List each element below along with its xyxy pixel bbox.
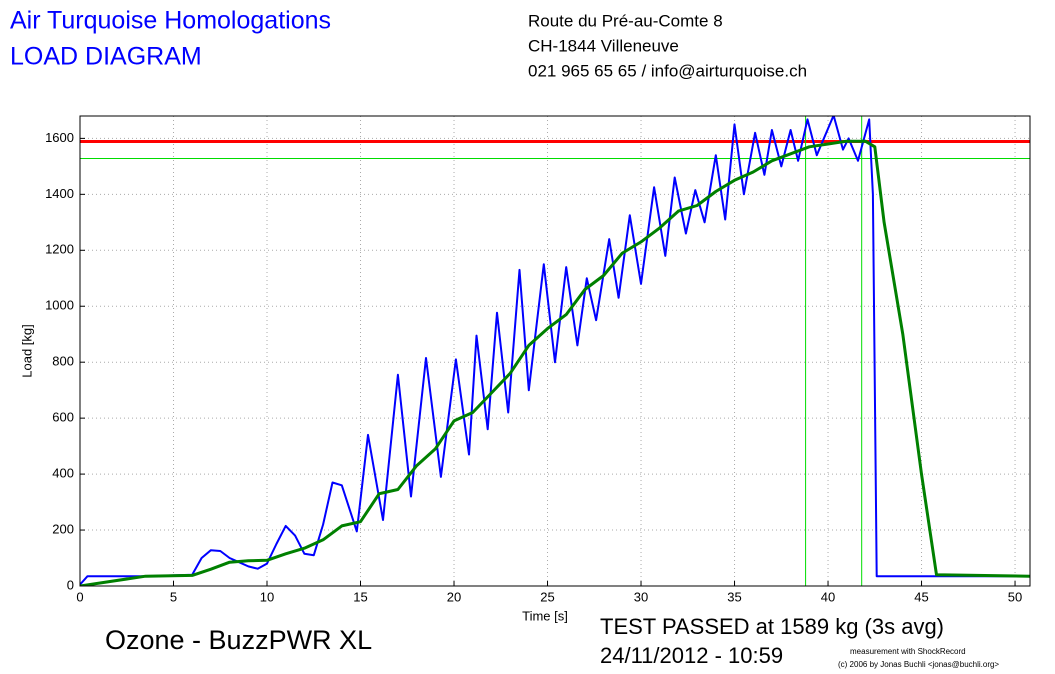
x-axis-label: Time [s] — [522, 608, 568, 623]
x-tick-label: 0 — [76, 589, 83, 604]
x-tick-label: 20 — [447, 589, 461, 604]
data-line — [80, 116, 1030, 586]
address-line: CH-1844 Villeneuve — [528, 36, 679, 55]
credit: measurement with ShockRecord — [850, 647, 966, 656]
chart-title: Air Turquoise Homologations — [10, 7, 331, 35]
data-line — [80, 139, 1030, 586]
y-tick-label: 600 — [52, 410, 74, 425]
y-tick-label: 1600 — [45, 130, 74, 145]
y-tick-label: 1000 — [45, 298, 74, 313]
y-tick-label: 800 — [52, 354, 74, 369]
x-tick-label: 50 — [1008, 589, 1022, 604]
y-axis-label: Load [kg] — [19, 324, 34, 378]
x-tick-label: 5 — [170, 589, 177, 604]
model-name: Ozone - BuzzPWR XL — [105, 625, 372, 655]
x-tick-label: 35 — [727, 589, 741, 604]
x-tick-label: 40 — [821, 589, 835, 604]
credit: (c) 2006 by Jonas Buchli <jonas@buchli.o… — [838, 660, 999, 669]
x-tick-label: 10 — [260, 589, 274, 604]
chart-subtitle: LOAD DIAGRAM — [10, 43, 202, 71]
address-line: 021 965 65 65 / info@airturquoise.ch — [528, 61, 807, 80]
y-tick-label: 200 — [52, 521, 74, 536]
x-tick-label: 30 — [634, 589, 648, 604]
y-tick-label: 1400 — [45, 186, 74, 201]
y-tick-label: 1200 — [45, 242, 74, 257]
y-tick-label: 400 — [52, 466, 74, 481]
plot-frame — [79, 115, 1031, 587]
address-line: Route du Pré-au-Comte 8 — [528, 11, 723, 30]
test-result: TEST PASSED at 1589 kg (3s avg) — [600, 614, 944, 639]
x-tick-label: 15 — [353, 589, 367, 604]
x-tick-label: 25 — [540, 589, 554, 604]
y-tick-label: 0 — [67, 577, 74, 592]
x-tick-label: 45 — [914, 589, 928, 604]
test-date: 24/11/2012 - 10:59 — [600, 643, 783, 668]
plot-area — [80, 116, 1030, 586]
